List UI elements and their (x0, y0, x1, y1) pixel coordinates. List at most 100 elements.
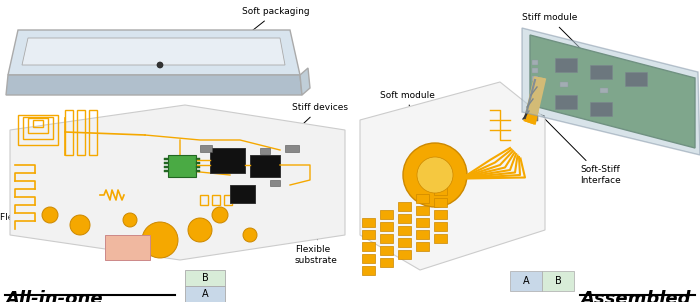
Circle shape (403, 143, 467, 207)
Bar (416, 242, 429, 251)
Polygon shape (360, 82, 545, 270)
Bar (212, 195, 220, 205)
Text: Flexible devices: Flexible devices (0, 199, 73, 223)
Bar (398, 202, 411, 211)
Bar (542, 271, 574, 291)
Circle shape (42, 207, 58, 223)
Bar (23, 117, 53, 139)
Bar (210, 148, 245, 173)
Bar (555, 95, 577, 109)
Polygon shape (300, 68, 310, 95)
Polygon shape (522, 28, 700, 155)
Polygon shape (6, 75, 302, 95)
Text: A: A (523, 276, 529, 286)
Bar (560, 82, 568, 87)
Bar (532, 84, 538, 89)
Bar (532, 108, 538, 113)
Bar (164, 170, 168, 172)
Bar (185, 286, 225, 302)
Bar (185, 270, 225, 286)
Bar (532, 92, 538, 97)
Circle shape (70, 215, 90, 235)
Bar (362, 218, 375, 227)
Bar (434, 198, 447, 207)
Text: Soft packaging: Soft packaging (203, 8, 309, 69)
Bar (200, 195, 208, 205)
Text: Flexible
substrate: Flexible substrate (295, 199, 338, 265)
Bar (224, 195, 232, 205)
Bar (510, 271, 542, 291)
Bar (398, 214, 411, 223)
Text: Assembled: Assembled (580, 290, 690, 302)
Bar (250, 155, 280, 177)
Bar (416, 194, 429, 203)
Bar (196, 170, 200, 172)
Bar (105, 235, 150, 260)
Circle shape (123, 213, 137, 227)
Polygon shape (8, 30, 300, 75)
Bar (416, 230, 429, 239)
Circle shape (157, 62, 163, 68)
Bar (380, 246, 393, 255)
Bar (270, 180, 280, 186)
Bar (164, 162, 168, 164)
Bar (532, 116, 538, 121)
Bar (362, 266, 375, 275)
Bar (362, 242, 375, 251)
Bar (18, 115, 58, 145)
Polygon shape (530, 35, 695, 148)
Circle shape (188, 218, 212, 242)
Bar (230, 185, 255, 203)
Bar (200, 145, 212, 152)
Bar (532, 100, 538, 105)
Bar (164, 158, 168, 160)
Bar (532, 60, 538, 65)
Bar (600, 88, 608, 93)
Text: B: B (554, 276, 561, 286)
Text: Soft-Stiff
Interface: Soft-Stiff Interface (540, 115, 621, 185)
Bar (362, 254, 375, 263)
Bar (28, 118, 48, 133)
Text: B: B (202, 273, 209, 283)
Bar (398, 226, 411, 235)
Bar (285, 145, 299, 152)
Text: All-in-one: All-in-one (5, 290, 103, 302)
Bar (164, 166, 168, 168)
Bar (434, 186, 447, 195)
Polygon shape (22, 38, 285, 65)
Bar (416, 218, 429, 227)
Bar (196, 166, 200, 168)
Text: Soft module: Soft module (380, 91, 435, 134)
Bar (65, 110, 73, 155)
Bar (398, 250, 411, 259)
Bar (168, 155, 196, 177)
Text: Stiff devices: Stiff devices (273, 104, 348, 152)
Bar (434, 210, 447, 219)
Bar (434, 222, 447, 231)
Bar (555, 58, 577, 72)
Bar (196, 158, 200, 160)
Bar (532, 76, 538, 81)
Bar (625, 72, 647, 86)
Bar (380, 222, 393, 231)
Bar (77, 110, 85, 155)
Circle shape (243, 228, 257, 242)
Bar (434, 234, 447, 243)
Circle shape (212, 207, 228, 223)
Bar (532, 68, 538, 73)
Bar (89, 110, 97, 155)
Circle shape (142, 222, 178, 258)
Bar (416, 206, 429, 215)
Bar (590, 65, 612, 79)
Bar (380, 258, 393, 267)
Polygon shape (10, 105, 345, 260)
Text: A: A (202, 289, 209, 299)
Bar (380, 210, 393, 219)
Text: Stiff module: Stiff module (522, 14, 597, 65)
Bar (398, 238, 411, 247)
Bar (590, 102, 612, 116)
Bar (362, 230, 375, 239)
Bar (33, 120, 43, 127)
Bar (260, 148, 270, 154)
Bar (380, 234, 393, 243)
